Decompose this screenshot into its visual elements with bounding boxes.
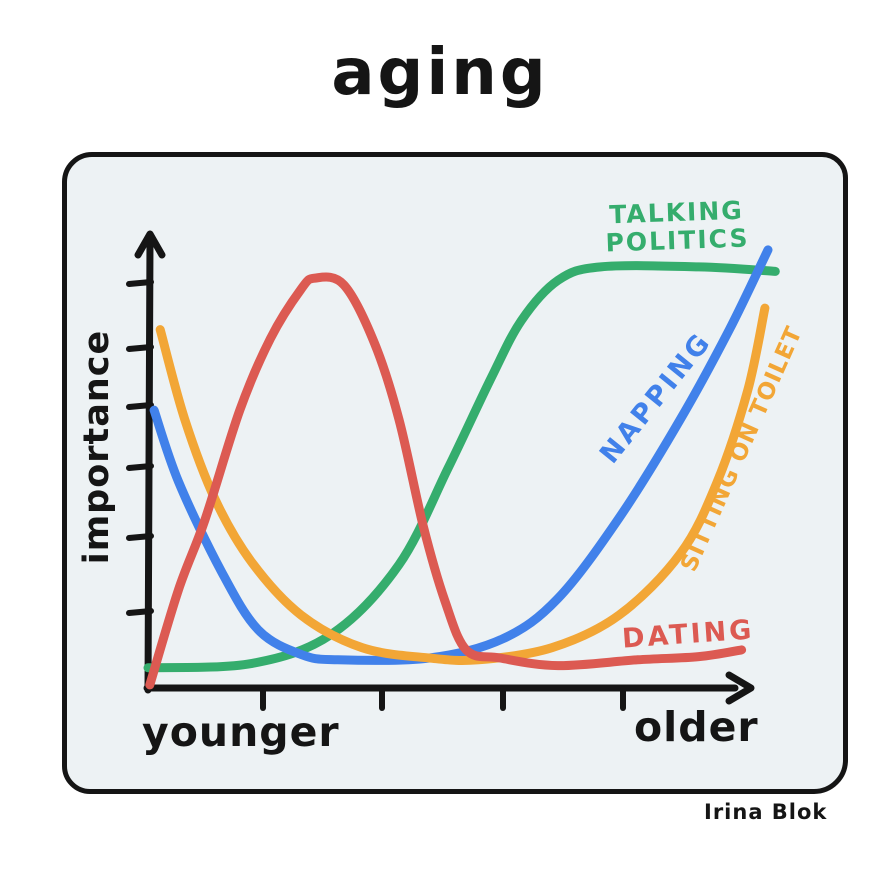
x-axis-ticks: [260, 686, 626, 711]
x-axis-arrow-icon: [725, 671, 755, 705]
curves: [143, 245, 780, 690]
y-axis-label: importance: [77, 329, 117, 565]
page-title: aging: [331, 36, 549, 110]
series-label-talking-politics: TALKING POLITICS: [605, 195, 750, 257]
x-axis-label-younger: younger: [142, 708, 340, 756]
x-axis-label-older: older: [634, 703, 759, 751]
y-axis-arrow-icon: [134, 230, 166, 259]
y-axis-ticks: [126, 279, 154, 616]
curve-napping: [149, 245, 773, 665]
artist-signature: Irina Blok: [704, 800, 828, 824]
curve-dating: [145, 272, 747, 690]
axes: [126, 230, 755, 711]
